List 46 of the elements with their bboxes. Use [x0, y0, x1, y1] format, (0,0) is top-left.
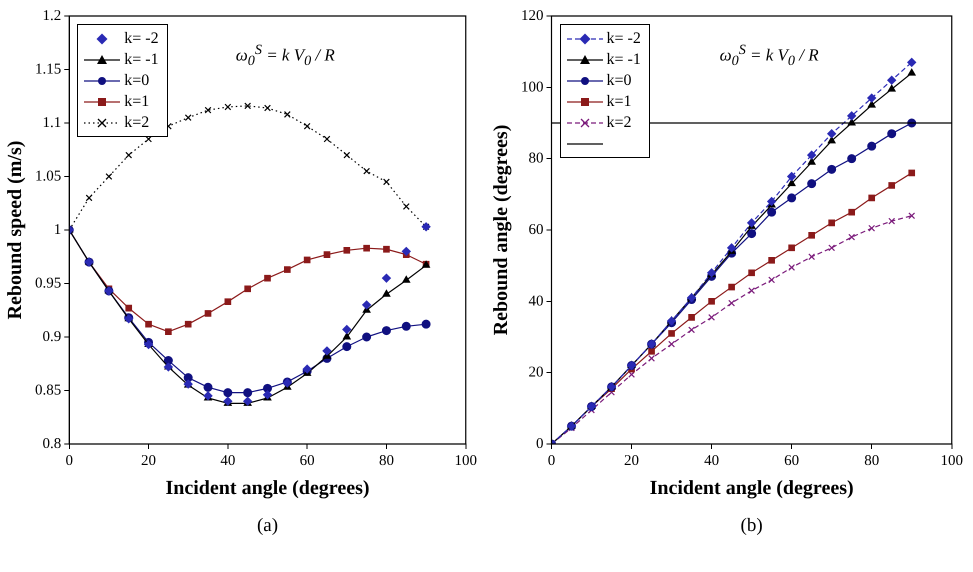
y-tick-label: 1.15: [35, 61, 62, 78]
x-tick-label: 80: [378, 452, 394, 469]
x-tick-label: 0: [548, 452, 556, 469]
y-tick-label: 120: [521, 8, 544, 24]
y-tick-label: 1: [54, 222, 62, 238]
annotation: ω$_{0}$$^{S}$ = k V$_{0}$ / R: [236, 42, 335, 70]
x-axis-title: Incident angle (degrees): [165, 477, 370, 500]
legend-label: k=1: [606, 92, 632, 110]
y-tick-label: 0.85: [35, 382, 62, 398]
y-axis-title: Rebound speed (m/s): [4, 140, 26, 320]
x-tick-label: 100: [454, 452, 477, 469]
legend-label: k= -1: [606, 50, 641, 68]
legend-label: k= -2: [606, 30, 641, 48]
y-tick-label: 40: [528, 293, 544, 310]
legend-label: k= -2: [124, 30, 159, 48]
legend-label: k=2: [124, 114, 150, 132]
y-tick-label: 80: [528, 150, 544, 167]
y-tick-label: 0.95: [35, 275, 62, 292]
x-tick-label: 40: [704, 452, 720, 469]
legend-label: k=1: [124, 92, 150, 110]
x-axis-title: Incident angle (degrees): [650, 477, 854, 500]
x-tick-label: 20: [624, 452, 640, 469]
x-tick-label: 0: [66, 452, 73, 469]
y-tick-label: 100: [521, 79, 544, 96]
legend-label: k=0: [124, 72, 150, 90]
x-tick-label: 80: [864, 452, 880, 469]
y-tick-label: 60: [528, 222, 544, 238]
legend-label: k=2: [606, 114, 632, 132]
y-axis-title: Rebound angle (degrees): [490, 124, 512, 336]
x-tick-label: 60: [300, 452, 315, 469]
x-tick-label: 40: [220, 452, 236, 469]
text: (a): [256, 515, 280, 537]
x-tick-label: 20: [141, 452, 156, 469]
y-tick-label: 20: [528, 364, 544, 381]
x-tick-label: 60: [784, 452, 800, 469]
y-tick-label: 1.1: [42, 114, 62, 131]
annotation: ω$_{0}$$^{S}$ = k V$_{0}$ / R: [720, 42, 819, 70]
y-tick-label: 0.9: [42, 328, 62, 345]
legend-label: k=0: [606, 72, 632, 90]
y-tick-label: 0: [536, 436, 544, 452]
y-tick-label: 1.05: [35, 168, 62, 184]
legend-label: k= -1: [124, 50, 159, 68]
x-tick-label: 100: [940, 452, 963, 469]
y-tick-label: 1.2: [42, 8, 62, 24]
text: (b): [740, 515, 764, 537]
y-tick-label: 0.8: [42, 436, 62, 452]
